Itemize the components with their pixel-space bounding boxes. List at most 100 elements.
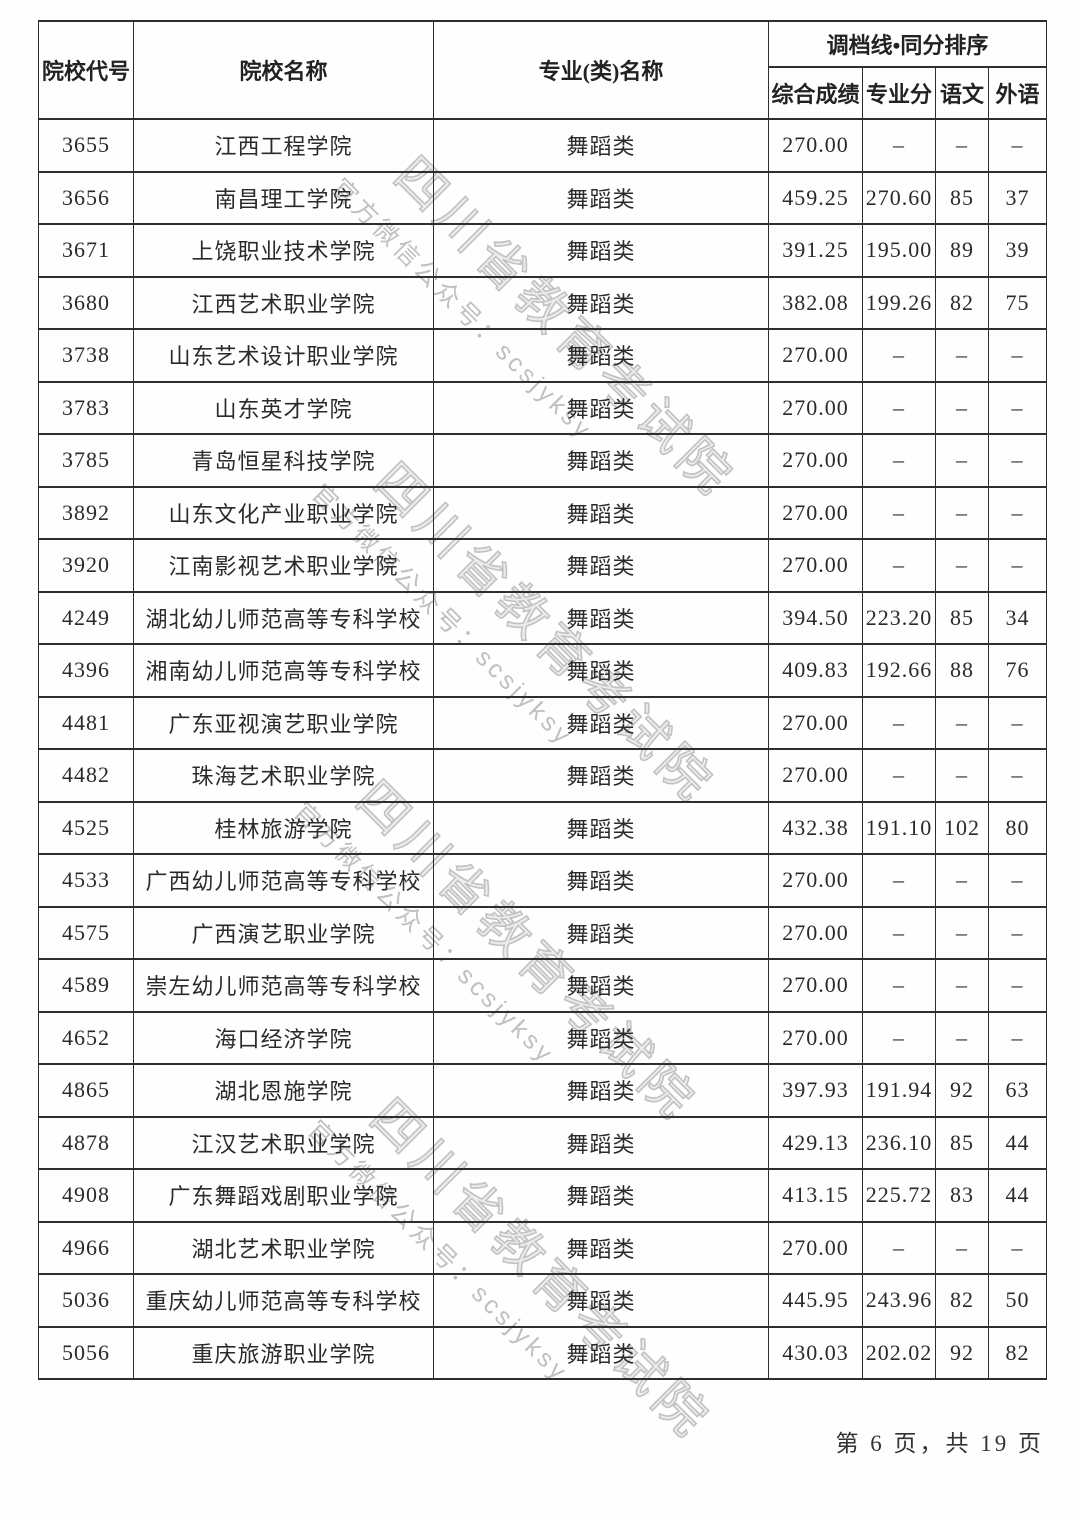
cell-major-score: – — [862, 433, 936, 488]
cell-chinese-score: 88 — [935, 643, 989, 698]
cell-composite-score: 391.25 — [768, 223, 863, 278]
cell-major-name: 舞蹈类 — [433, 1325, 769, 1380]
cell-major-score: – — [862, 485, 936, 540]
table-row: 3783 山东英才学院 舞蹈类 270.00– – – — [38, 380, 1048, 435]
cell-chinese-score: – — [935, 433, 989, 488]
cell-college-code: 3680 — [38, 275, 134, 330]
cell-composite-score: 382.08 — [768, 275, 863, 330]
cell-major-score: 236.10 — [862, 1115, 936, 1170]
cell-foreign-score: – — [987, 1220, 1048, 1275]
column-header-major-score: 专业分 — [862, 66, 936, 120]
cell-foreign-score: 80 — [987, 800, 1048, 855]
cell-college-code: 4575 — [38, 905, 134, 960]
cell-major-name: 舞蹈类 — [433, 118, 769, 173]
cell-chinese-score: – — [935, 118, 989, 173]
cell-college-name: 崇左幼儿师范高等专科学校 — [133, 958, 434, 1013]
cell-major-score: 191.10 — [862, 800, 936, 855]
table-body: 3655 江西工程学院 舞蹈类 270.00– – –3656 南昌理工学院 舞蹈类 459.2… — [38, 118, 1048, 1380]
header-row-top: 院校代号 院校名称 专业(类)名称 调档线•同分排序 — [38, 20, 1048, 120]
cell-foreign-score: – — [987, 118, 1048, 173]
cell-college-code: 4533 — [38, 853, 134, 908]
cell-composite-score: 397.93 — [768, 1063, 863, 1118]
cell-college-name: 南昌理工学院 — [133, 170, 434, 225]
cell-college-name: 重庆旅游职业学院 — [133, 1325, 434, 1380]
cell-composite-score: 270.00 — [768, 905, 863, 960]
cell-chinese-score: 92 — [935, 1063, 989, 1118]
cell-chinese-score: 85 — [935, 590, 989, 645]
cell-college-name: 湖北幼儿师范高等专科学校 — [133, 590, 434, 645]
table-row: 4481 广东亚视演艺职业学院 舞蹈类 270.00– – – — [38, 695, 1048, 750]
table-row: 4908 广东舞蹈戏剧职业学院 舞蹈类 413.15 225.72 83 44 — [38, 1168, 1048, 1223]
cell-major-score: 223.20 — [862, 590, 936, 645]
cell-college-code: 3655 — [38, 118, 134, 173]
cell-major-name: 舞蹈类 — [433, 1010, 769, 1065]
cell-major-score: – — [862, 538, 936, 593]
cell-foreign-score: 44 — [987, 1168, 1048, 1223]
table-row: 3738 山东艺术设计职业学院 舞蹈类 270.00– – – — [38, 328, 1048, 383]
cell-college-name: 江汉艺术职业学院 — [133, 1115, 434, 1170]
table-row: 4482 珠海艺术职业学院 舞蹈类 270.00– – – — [38, 748, 1048, 803]
cell-chinese-score: 92 — [935, 1325, 989, 1380]
cell-composite-score: 429.13 — [768, 1115, 863, 1170]
cell-college-code: 3738 — [38, 328, 134, 383]
cell-composite-score: 270.00 — [768, 958, 863, 1013]
cell-college-name: 江西艺术职业学院 — [133, 275, 434, 330]
column-header-foreign-score: 外语 — [987, 66, 1048, 120]
table-row: 5036 重庆幼儿师范高等专科学校 舞蹈类 445.95 243.96 82 50 — [38, 1273, 1048, 1328]
cell-composite-score: 409.83 — [768, 643, 863, 698]
table-row: 3671 上饶职业技术学院 舞蹈类 391.25 195.00 89 39 — [38, 223, 1048, 278]
cell-college-name: 山东文化产业职业学院 — [133, 485, 434, 540]
cell-foreign-score: 75 — [987, 275, 1048, 330]
table-row: 4525 桂林旅游学院 舞蹈类 432.38 191.10 102 80 — [38, 800, 1048, 855]
cell-major-score: 199.26 — [862, 275, 936, 330]
cell-college-code: 4396 — [38, 643, 134, 698]
cell-college-code: 4525 — [38, 800, 134, 855]
table-row: 4396 湘南幼儿师范高等专科学校 舞蹈类 409.83 192.66 88 76 — [38, 643, 1048, 698]
table-row: 4865 湖北恩施学院 舞蹈类 397.93 191.94 92 63 — [38, 1063, 1048, 1118]
cell-college-name: 江南影视艺术职业学院 — [133, 538, 434, 593]
table-row: 3785 青岛恒星科技学院 舞蹈类 270.00– – – — [38, 433, 1048, 488]
cell-major-name: 舞蹈类 — [433, 905, 769, 960]
cell-composite-score: 270.00 — [768, 380, 863, 435]
cell-major-name: 舞蹈类 — [433, 748, 769, 803]
cell-chinese-score: 83 — [935, 1168, 989, 1223]
cell-chinese-score: – — [935, 853, 989, 908]
cell-major-score: – — [862, 1220, 936, 1275]
cell-college-code: 4652 — [38, 1010, 134, 1065]
cell-college-name: 广西演艺职业学院 — [133, 905, 434, 960]
cell-foreign-score: 82 — [987, 1325, 1048, 1380]
cell-composite-score: 270.00 — [768, 433, 863, 488]
cell-major-score: 270.60 — [862, 170, 936, 225]
cell-college-name: 山东艺术设计职业学院 — [133, 328, 434, 383]
admission-scores-table: 院校代号 院校名称 专业(类)名称 调档线•同分排序 综合成绩 专业分 语文 外… — [38, 20, 1048, 1380]
column-header-chinese-score: 语文 — [935, 66, 989, 120]
cell-major-score: 192.66 — [862, 643, 936, 698]
cell-college-name: 海口经济学院 — [133, 1010, 434, 1065]
cell-college-name: 桂林旅游学院 — [133, 800, 434, 855]
cell-major-score: – — [862, 853, 936, 908]
page-number: 第 6 页，共 19 页 — [835, 1431, 1044, 1456]
table-row: 3655 江西工程学院 舞蹈类 270.00– – – — [38, 118, 1048, 173]
cell-foreign-score: – — [987, 853, 1048, 908]
cell-chinese-score: 82 — [935, 275, 989, 330]
cell-chinese-score: – — [935, 905, 989, 960]
cell-foreign-score: 76 — [987, 643, 1048, 698]
cell-foreign-score: – — [987, 695, 1048, 750]
cell-college-name: 广东舞蹈戏剧职业学院 — [133, 1168, 434, 1223]
cell-college-code: 4589 — [38, 958, 134, 1013]
cell-college-name: 广东亚视演艺职业学院 — [133, 695, 434, 750]
column-header-composite-score: 综合成绩 — [768, 66, 863, 120]
cell-foreign-score: – — [987, 485, 1048, 540]
cell-foreign-score: – — [987, 748, 1048, 803]
cell-foreign-score: – — [987, 538, 1048, 593]
cell-composite-score: 445.95 — [768, 1273, 863, 1328]
cell-composite-score: 459.25 — [768, 170, 863, 225]
cell-major-score: – — [862, 905, 936, 960]
column-header-college-code: 院校代号 — [38, 20, 134, 120]
cell-major-score: 191.94 — [862, 1063, 936, 1118]
cell-chinese-score: – — [935, 485, 989, 540]
cell-major-name: 舞蹈类 — [433, 958, 769, 1013]
cell-foreign-score: 44 — [987, 1115, 1048, 1170]
cell-major-score: – — [862, 748, 936, 803]
cell-major-score: – — [862, 118, 936, 173]
